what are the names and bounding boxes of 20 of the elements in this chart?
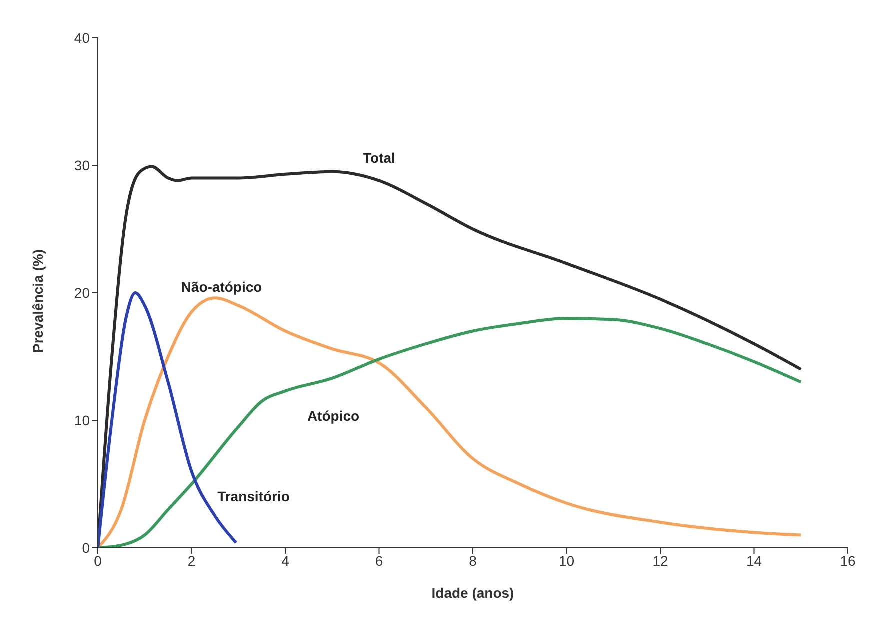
x-tick-label: 8 bbox=[469, 552, 478, 569]
series-label: Atópico bbox=[307, 408, 360, 424]
series-label: Transitório bbox=[218, 488, 290, 504]
series-label: Não-atópico bbox=[181, 279, 262, 296]
y-axis-title: Prevalência (%) bbox=[30, 250, 46, 353]
y-tick-label: 0 bbox=[82, 540, 90, 556]
x-tick-label: 6 bbox=[375, 552, 384, 569]
x-tick-label: 14 bbox=[746, 552, 762, 569]
x-tick-label: 2 bbox=[188, 552, 196, 569]
y-tick-label: 40 bbox=[74, 30, 90, 46]
y-tick-label: 10 bbox=[74, 412, 90, 428]
x-axis-title: Idade (anos) bbox=[432, 584, 514, 601]
x-tick-label: 12 bbox=[652, 552, 668, 569]
y-tick-label: 20 bbox=[74, 284, 90, 301]
x-tick-label: 4 bbox=[282, 552, 290, 569]
x-tick-label: 16 bbox=[840, 552, 856, 569]
x-tick-label: 10 bbox=[558, 552, 575, 569]
x-tick-label: 0 bbox=[94, 552, 102, 569]
y-tick-label: 30 bbox=[74, 157, 90, 174]
series-label: Total bbox=[363, 150, 396, 166]
